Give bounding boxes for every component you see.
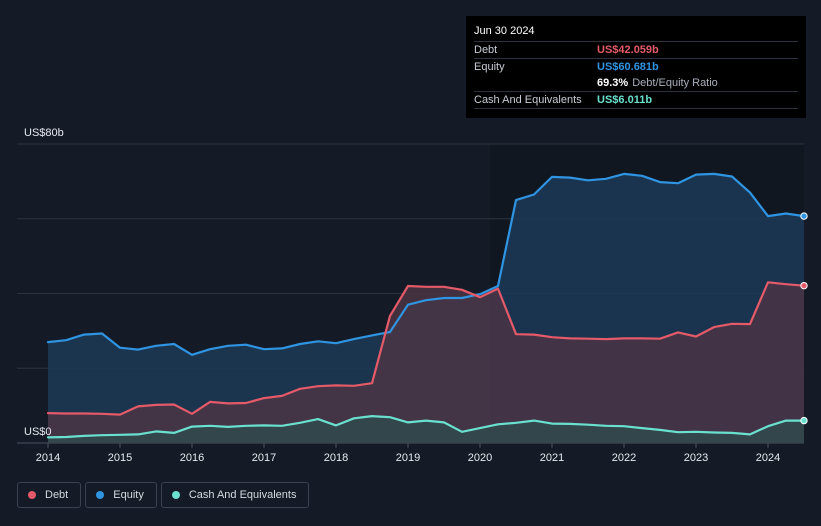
x-tick-label: 2022 xyxy=(612,452,636,464)
tooltip-ratio-label: Debt/Equity Ratio xyxy=(632,77,718,89)
legend-label: Equity xyxy=(113,489,144,501)
legend-label: Debt xyxy=(45,489,69,501)
equity-line xyxy=(46,172,806,356)
x-tick-label: 2024 xyxy=(756,452,780,464)
x-axis: 2014 2015 2016 2017 2018 2019 2020 2021 2022 2023… xyxy=(36,443,780,464)
tooltip-label: Cash And Equivalents xyxy=(474,94,582,106)
cash-area xyxy=(48,416,804,443)
x-tick-label: 2016 xyxy=(180,452,204,464)
debt-area xyxy=(48,282,804,443)
x-tick-label: 2021 xyxy=(540,452,564,464)
x-tick-label: 2015 xyxy=(108,452,132,464)
debt-end-marker xyxy=(800,281,808,290)
legend-item-equity[interactable]: Equity xyxy=(85,482,157,508)
x-tick-label: 2017 xyxy=(252,452,276,464)
equity-dot-icon xyxy=(96,491,105,499)
y-axis-top-label: US$80b xyxy=(24,127,64,139)
tooltip-label: Equity xyxy=(474,61,505,73)
tooltip-row-equity: Equity US$60.681b xyxy=(474,58,798,75)
end-markers xyxy=(800,212,808,425)
debt-dot-icon xyxy=(28,491,36,499)
legend-label: Cash And Equivalents xyxy=(188,489,297,501)
tooltip-row-ratio: 69.3% Debt/Equity Ratio xyxy=(474,75,798,91)
legend: Debt Equity Cash And Equivalents xyxy=(17,482,310,508)
tooltip-panel: Jun 30 2024 Debt US$42.059b Equity US$60… xyxy=(466,16,806,118)
cash-dot-icon xyxy=(171,491,180,499)
x-tick-label: 2020 xyxy=(468,452,492,464)
equity-end-marker xyxy=(800,212,808,220)
tooltip-row-cash: Cash And Equivalents US$6.011b xyxy=(474,91,798,109)
x-tick-label: 2023 xyxy=(684,452,708,464)
debt-line xyxy=(46,281,806,416)
series-areas xyxy=(48,173,804,443)
legend-item-cash[interactable]: Cash And Equivalents xyxy=(160,482,310,508)
x-tick-label: 2019 xyxy=(396,452,420,464)
tooltip-date: Jun 30 2024 xyxy=(474,25,535,37)
tooltip-cash-value: US$6.011b xyxy=(597,94,653,106)
x-tick-label: 2018 xyxy=(324,452,348,464)
cash-line xyxy=(46,415,806,439)
cash-end-marker xyxy=(800,416,808,425)
y-axis-bottom-label: US$0 xyxy=(24,426,52,438)
legend-item-debt[interactable]: Debt xyxy=(17,482,82,508)
tooltip-debt-value: US$42.059b xyxy=(597,44,659,56)
tooltip-row-debt: Debt US$42.059b xyxy=(474,41,798,58)
tooltip-label: Debt xyxy=(474,44,498,56)
tooltip-ratio-value: 69.3% xyxy=(597,77,629,89)
tooltip-equity-value: US$60.681b xyxy=(597,61,659,73)
x-tick-label: 2014 xyxy=(36,452,60,464)
series-lines xyxy=(46,172,806,439)
